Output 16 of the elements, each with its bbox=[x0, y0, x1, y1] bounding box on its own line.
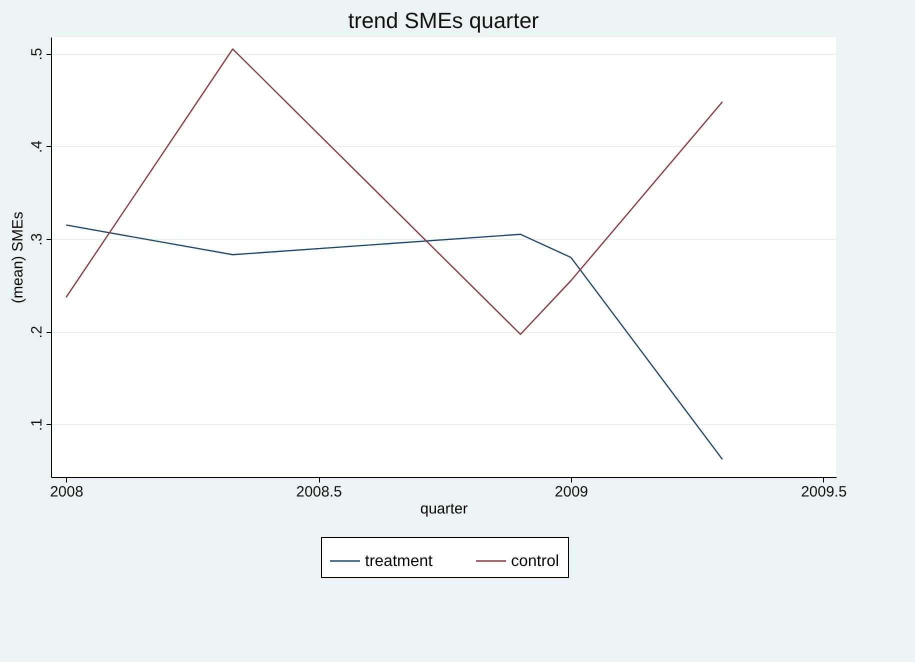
x-axis-title: quarter bbox=[420, 500, 468, 518]
y-tick-label: .4 bbox=[28, 140, 46, 154]
y-tick-label: .3 bbox=[28, 233, 46, 246]
y-tick-label: .2 bbox=[28, 326, 46, 338]
legend-label: control bbox=[511, 553, 560, 570]
y-tick-label: .5 bbox=[28, 48, 46, 60]
legend-label: treatment bbox=[365, 553, 434, 570]
y-axis-title: (mean) SMEs bbox=[10, 212, 26, 304]
x-tick-label: 2008 bbox=[50, 484, 84, 500]
y-tick-label: .1 bbox=[28, 418, 46, 431]
chart-title: trend SMEs quarter bbox=[348, 8, 539, 33]
line-series bbox=[65, 48, 724, 335]
line-series bbox=[65, 224, 724, 460]
x-tick-label: 2009 bbox=[554, 484, 588, 500]
x-tick-label: 2009.5 bbox=[800, 484, 847, 500]
x-tick-label: 2008.5 bbox=[296, 484, 342, 500]
